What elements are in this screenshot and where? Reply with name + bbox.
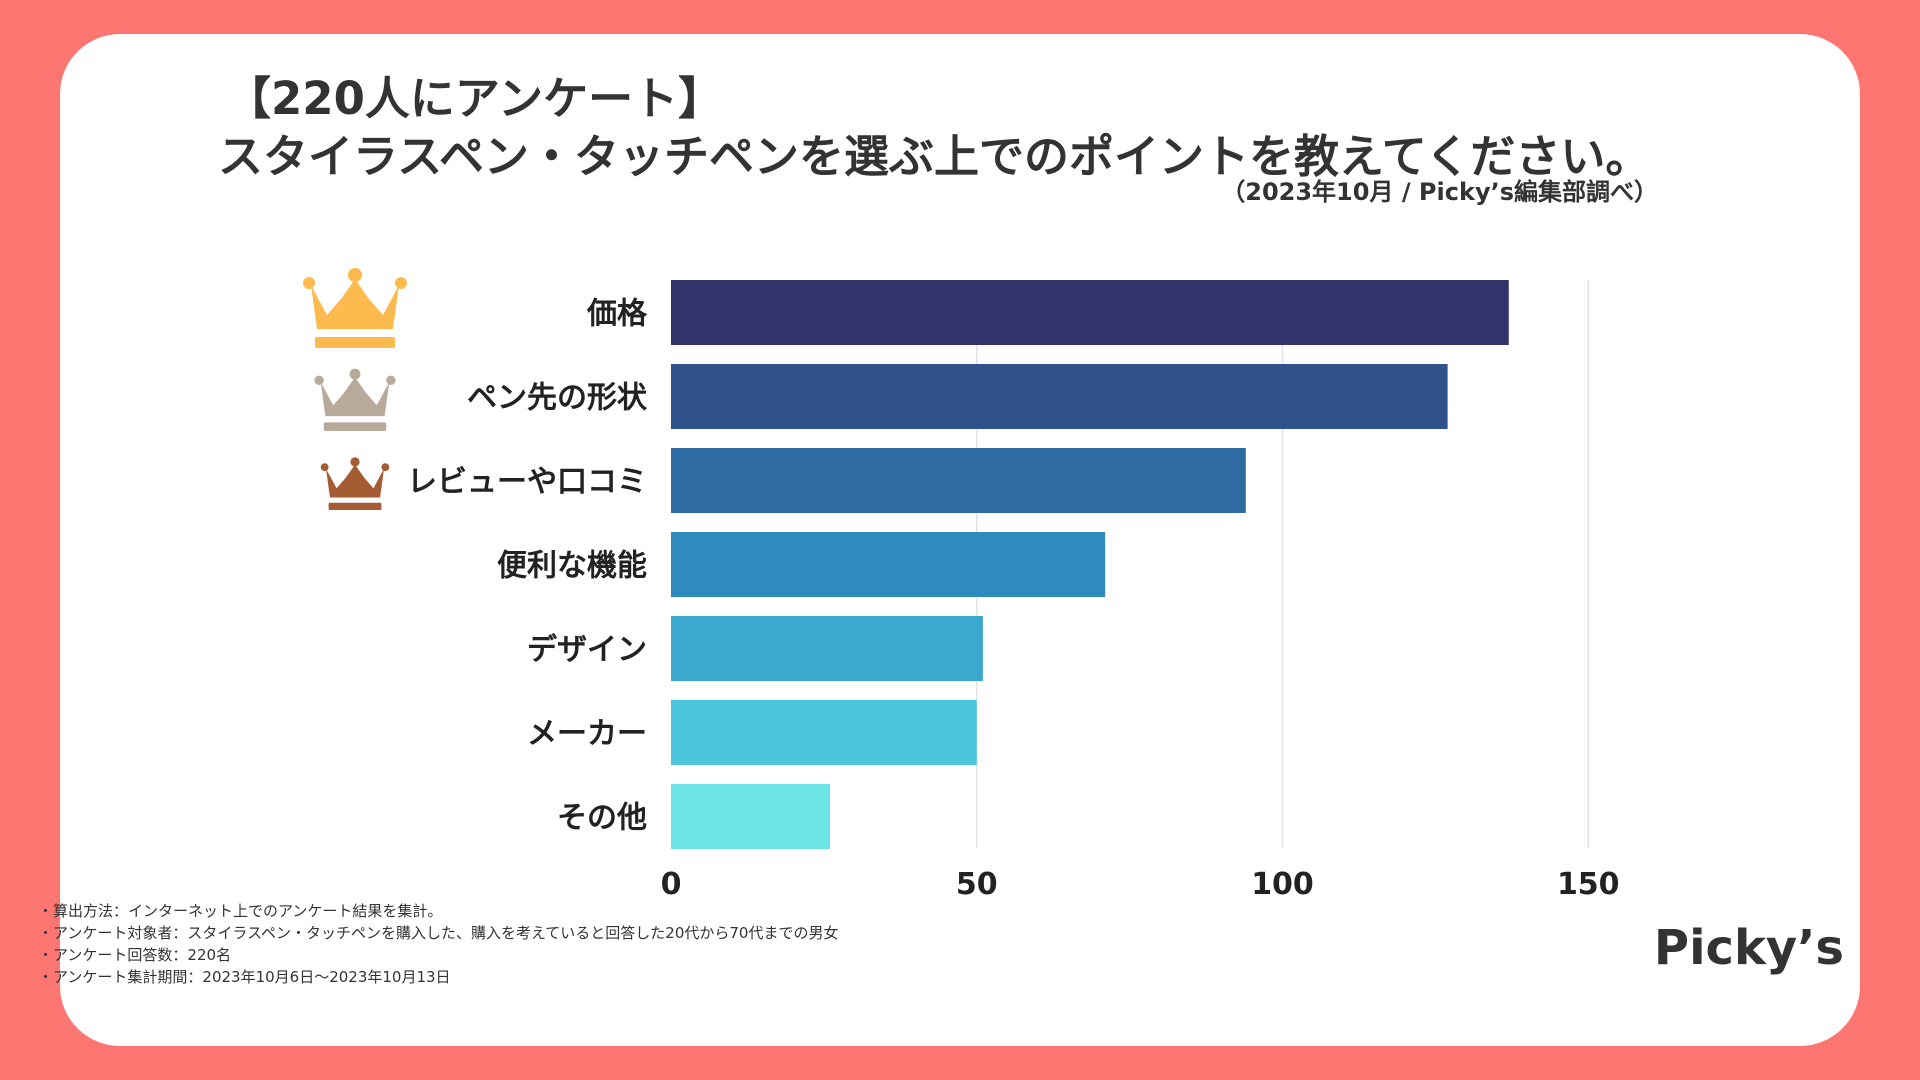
note-target: ・アンケート対象者：スタイラスペン・タッチペンを購入した、購入を考えていると回答… xyxy=(38,924,839,942)
title-line-1: 【220人にアンケート】 xyxy=(226,72,724,125)
bar-0 xyxy=(671,280,1509,345)
survey-notes: ・算出方法：インターネット上でのアンケート結果を集計。 ・アンケート対象者：スタ… xyxy=(38,900,838,988)
category-label-1: ペン先の形状 xyxy=(467,381,648,416)
x-tick-label-0: 0 xyxy=(661,867,682,902)
x-tick-label-1: 50 xyxy=(956,867,998,902)
brand-logo: Picky’s xyxy=(1653,920,1844,976)
bar-5 xyxy=(671,700,977,765)
x-tick-label-3: 150 xyxy=(1557,867,1620,902)
note-count: ・アンケート回答数：220名 xyxy=(38,946,232,964)
bar-1 xyxy=(671,364,1448,429)
note-method: ・算出方法：インターネット上でのアンケート結果を集計。 xyxy=(38,902,443,920)
category-label-4: デザイン xyxy=(527,633,647,668)
note-period: ・アンケート集計期間：2023年10月6日〜2023年10月13日 xyxy=(38,968,451,986)
bar-6 xyxy=(671,784,830,849)
category-label-2: レビューや口コミ xyxy=(407,465,647,500)
bar-2 xyxy=(671,448,1246,513)
crown-bronze-icon xyxy=(320,457,390,511)
bar-3 xyxy=(671,532,1106,597)
category-label-0: 価格 xyxy=(586,297,648,332)
category-label-6: その他 xyxy=(557,801,647,836)
category-label-3: 便利な機能 xyxy=(497,549,647,584)
x-tick-label-2: 100 xyxy=(1251,867,1314,902)
title-line-2: スタイラスペン・タッチペンを選ぶ上でのポイントを教えてください。 xyxy=(218,130,1651,183)
source-note: （2023年10月 / Picky’s編集部調べ） xyxy=(1221,178,1658,206)
crown-gold-icon xyxy=(303,268,407,348)
crown-silver-icon xyxy=(314,368,396,431)
bar-4 xyxy=(671,616,983,681)
category-label-5: メーカー xyxy=(527,717,647,752)
